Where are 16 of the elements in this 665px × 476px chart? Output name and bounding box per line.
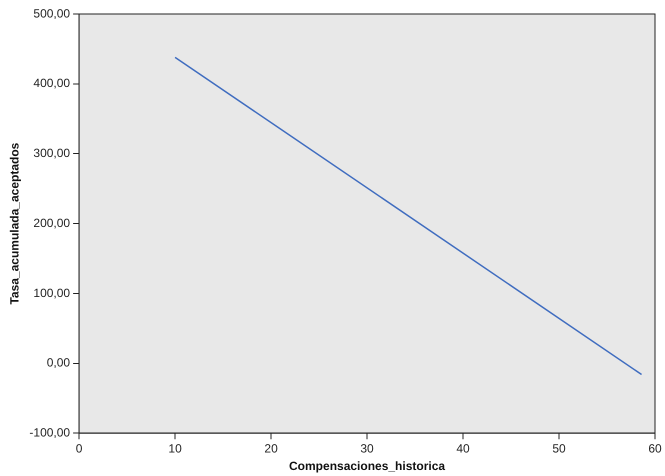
y-tick-label: -100,00 — [29, 426, 70, 440]
y-tick-label: 100,00 — [33, 286, 70, 300]
x-tick-label: 10 — [168, 442, 182, 456]
x-tick-label: 60 — [648, 442, 662, 456]
y-tick-label: 200,00 — [33, 216, 70, 230]
y-tick-label: 400,00 — [33, 76, 70, 90]
x-tick-label: 50 — [552, 442, 566, 456]
y-axis-title: Tasa_acumulada_aceptados — [8, 142, 22, 305]
x-tick-label: 0 — [76, 442, 83, 456]
x-tick-label: 20 — [264, 442, 278, 456]
x-axis-title: Compensaciones_historica — [289, 459, 446, 474]
y-tick-label: 300,00 — [33, 146, 70, 160]
x-tick-label: 40 — [456, 442, 470, 456]
x-tick-label: 30 — [360, 442, 374, 456]
y-tick-label: 0,00 — [46, 356, 70, 370]
y-tick-label: 500,00 — [33, 6, 70, 20]
